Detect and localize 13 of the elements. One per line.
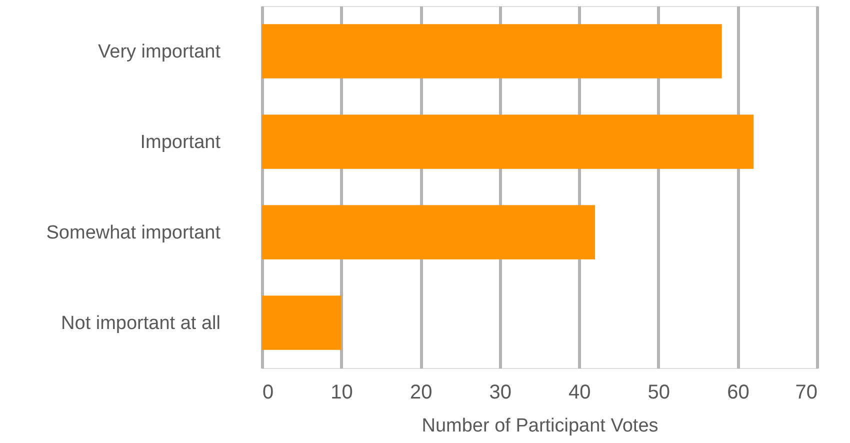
x-tick-label: 70 xyxy=(795,382,818,404)
x-tick-label: 40 xyxy=(568,382,591,404)
x-tick-label: 0 xyxy=(262,382,274,404)
x-axis-title: Number of Participant Votes xyxy=(422,416,658,436)
x-tick-label: 50 xyxy=(648,382,670,404)
y-tick-label: Important xyxy=(140,132,222,153)
y-tick-label: Very important xyxy=(98,41,222,62)
x-tick-label: 60 xyxy=(727,382,750,404)
x-tick-label: 10 xyxy=(330,382,353,404)
x-tick-label: 20 xyxy=(410,382,432,404)
y-tick-label: Not important at all xyxy=(61,312,220,334)
x-tick-label: 30 xyxy=(489,382,512,404)
y-tick-label: Somewhat important xyxy=(46,222,222,244)
